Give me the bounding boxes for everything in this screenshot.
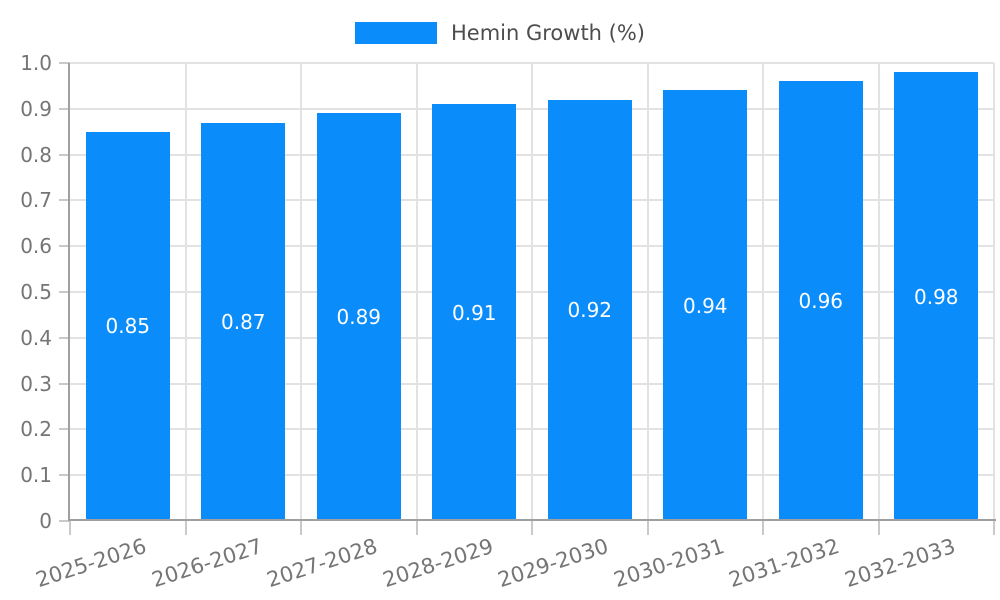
x-axis-tick bbox=[69, 521, 71, 535]
gridline-vertical bbox=[300, 63, 302, 521]
x-axis-line bbox=[68, 519, 996, 521]
x-axis-tick bbox=[415, 521, 418, 535]
y-axis-tick-label: 0.4 bbox=[20, 325, 52, 350]
bar-value-label: 0.92 bbox=[567, 298, 613, 323]
gridline-vertical bbox=[646, 63, 649, 521]
y-axis-tick-label: 0.1 bbox=[20, 463, 52, 488]
bar[interactable] bbox=[201, 122, 286, 519]
bar[interactable] bbox=[85, 131, 170, 519]
gridline-vertical bbox=[762, 63, 764, 521]
x-axis-tick bbox=[531, 521, 533, 535]
legend[interactable]: Hemin Growth (%) bbox=[0, 20, 1000, 46]
y-axis-tick bbox=[59, 474, 70, 477]
y-axis-tick-label: 0.8 bbox=[20, 142, 52, 167]
y-axis-tick bbox=[59, 336, 70, 339]
x-axis-category-label: 2029-2030 bbox=[495, 533, 612, 593]
y-axis-line bbox=[68, 63, 70, 521]
bar-value-label: 0.85 bbox=[105, 314, 151, 339]
x-axis-tick bbox=[762, 521, 764, 535]
gridline-vertical bbox=[877, 63, 880, 521]
bar-value-label: 0.96 bbox=[798, 289, 844, 314]
y-axis-tick-label: 0.7 bbox=[20, 188, 52, 213]
y-axis-tick bbox=[59, 382, 70, 385]
y-axis-tick bbox=[59, 291, 70, 293]
plot-area: 0 0.1 0.2 0.3 0.4 0.5 0.6 0.7 0.8 0.9 1.0 0.85 2025-… bbox=[20, 51, 996, 592]
y-axis-tick bbox=[59, 107, 70, 110]
x-axis-category-label: 2030-2031 bbox=[610, 533, 727, 593]
bar-value-label: 0.87 bbox=[220, 309, 266, 334]
y-axis-tick bbox=[59, 153, 70, 156]
x-axis-tick bbox=[646, 521, 649, 535]
gridline-vertical bbox=[184, 63, 187, 521]
y-axis-tick-label: 0.3 bbox=[20, 371, 52, 396]
bar-value-label: 0.89 bbox=[336, 305, 382, 330]
y-axis-tick bbox=[59, 62, 70, 64]
y-axis-tick-label: 0 bbox=[39, 509, 52, 533]
y-axis-tick bbox=[59, 245, 70, 248]
x-axis-category-label: 2032-2033 bbox=[841, 533, 958, 593]
x-axis-category-label: 2031-2032 bbox=[726, 533, 843, 593]
bar-value-label: 0.98 bbox=[913, 284, 959, 309]
x-axis-category-label: 2026-2027 bbox=[148, 533, 265, 593]
y-axis-tick bbox=[59, 199, 70, 202]
x-axis-tick bbox=[184, 521, 187, 535]
x-axis-category-label: 2025-2026 bbox=[33, 533, 150, 593]
x-axis-tick bbox=[300, 521, 302, 535]
bar[interactable] bbox=[316, 113, 401, 519]
y-axis-tick bbox=[59, 520, 70, 522]
x-axis-tick bbox=[993, 521, 995, 535]
bar[interactable] bbox=[778, 81, 863, 519]
bar[interactable] bbox=[432, 104, 517, 519]
y-axis-tick-label: 0.2 bbox=[20, 417, 52, 442]
y-axis-tick-label: 0.5 bbox=[20, 280, 52, 304]
y-axis-tick bbox=[59, 428, 70, 431]
gridline-vertical bbox=[415, 63, 418, 521]
legend-label: Hemin Growth (%) bbox=[450, 21, 645, 45]
y-axis-tick-label: 0.9 bbox=[20, 96, 52, 121]
bar-value-label: 0.91 bbox=[451, 300, 497, 325]
y-axis-tick-label: 0.6 bbox=[20, 234, 52, 259]
bar[interactable] bbox=[547, 99, 632, 519]
bar-value-label: 0.94 bbox=[682, 293, 728, 318]
x-axis-tick bbox=[877, 521, 880, 535]
x-axis-category-label: 2027-2028 bbox=[264, 533, 381, 593]
bar[interactable] bbox=[663, 90, 748, 519]
legend-swatch bbox=[354, 22, 437, 44]
gridline-vertical bbox=[531, 63, 533, 521]
bar[interactable] bbox=[894, 72, 979, 519]
x-axis-category-label: 2028-2029 bbox=[379, 533, 496, 593]
gridline-vertical bbox=[993, 63, 995, 521]
y-axis-tick-label: 1.0 bbox=[20, 51, 52, 75]
